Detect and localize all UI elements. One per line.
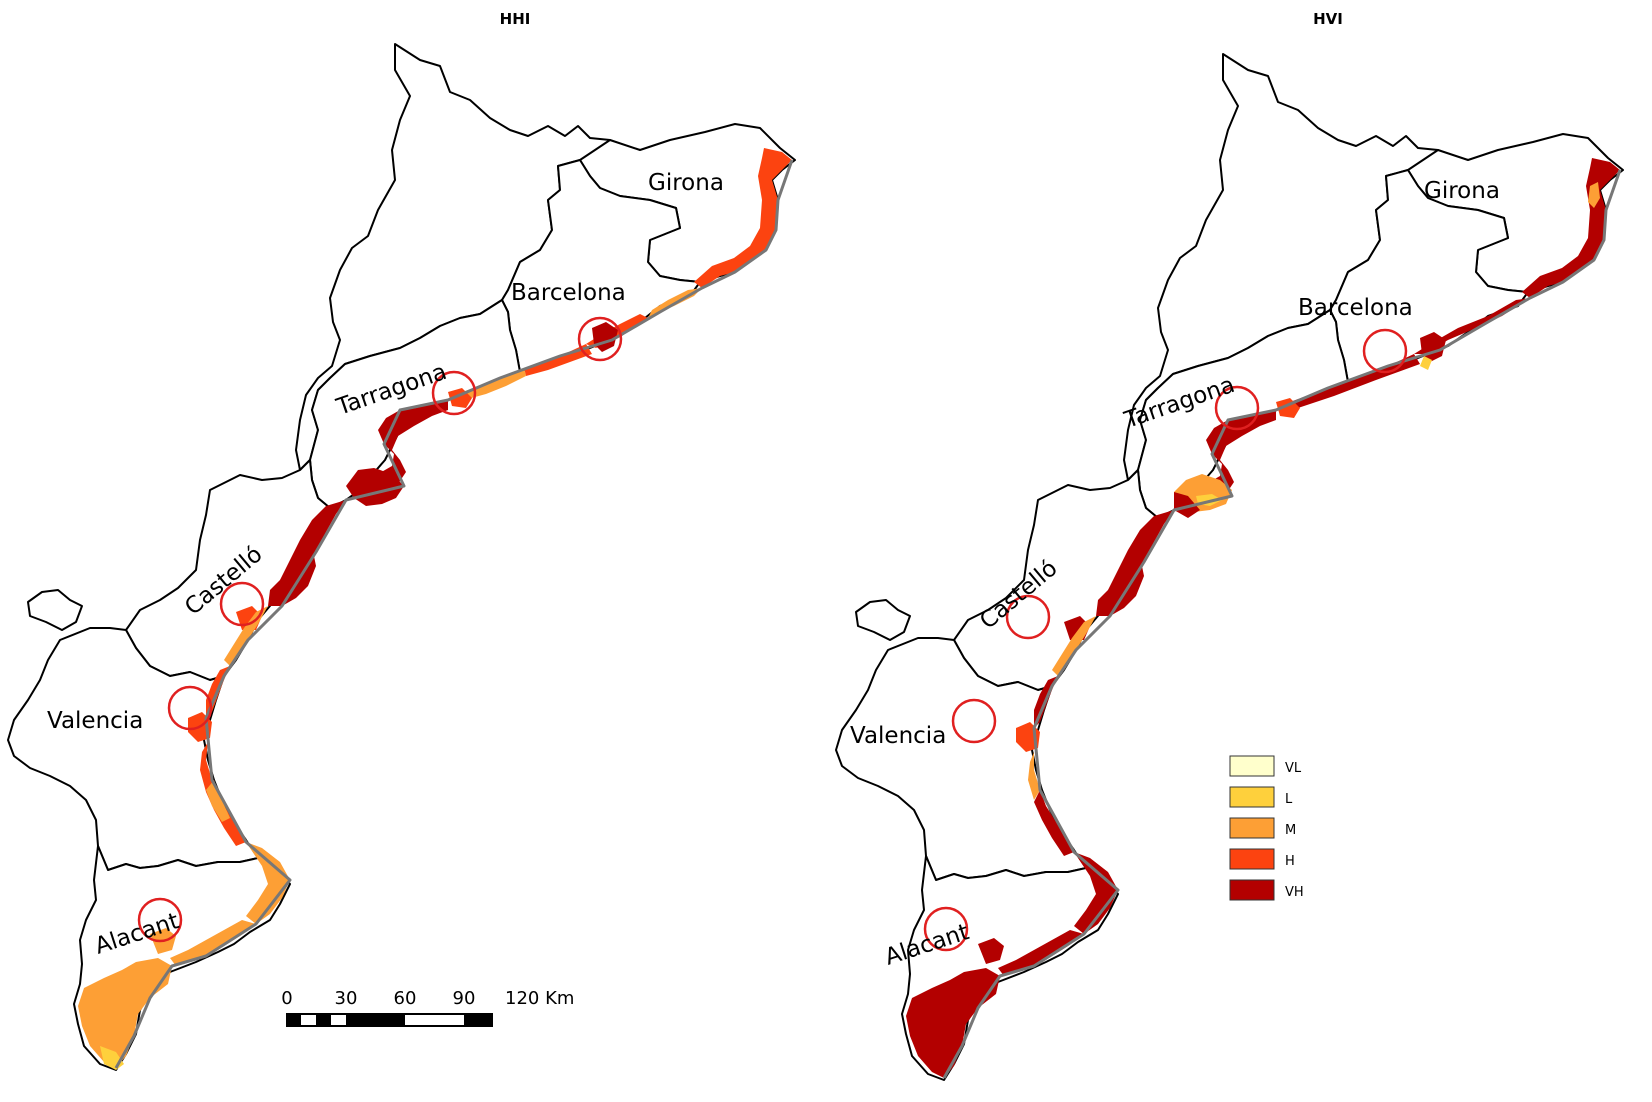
hhi-title: HHI — [500, 10, 531, 28]
hvi-coast-girona-m — [1588, 182, 1600, 208]
hvi-coast-ebro-delta-vh — [1174, 492, 1200, 518]
scale-tick-120: 120 Km — [505, 988, 574, 1009]
hvi-coast-castello-vh — [1096, 556, 1144, 616]
hhi-city-highlights — [137, 316, 623, 943]
scale-segment — [316, 1014, 331, 1026]
hhi-coast-castello-south — [224, 606, 268, 666]
hvi-label-girona: Girona — [1424, 178, 1500, 204]
enclave-outline — [27, 589, 83, 631]
hhi-coast-castello-vh — [268, 546, 316, 606]
hhi-coastline — [114, 159, 794, 1069]
scale-tick-60: 60 — [394, 988, 417, 1009]
hvi-coast-barcelona-south — [1290, 354, 1420, 410]
scale-segment — [346, 1014, 405, 1026]
hvi-coast-alacant-city — [978, 938, 1004, 964]
enclave-outline — [855, 599, 911, 641]
hvi-label-valencia: Valencia — [850, 723, 946, 749]
hvi-coast-barcelona-l — [1420, 356, 1432, 370]
scale-tick-0: 0 — [281, 988, 292, 1009]
hhi-coast-alacant-coast — [170, 920, 256, 966]
hvi-title: HVI — [1313, 10, 1343, 28]
hhi-coast-alacant-south — [78, 958, 172, 1068]
hvi-coastline — [942, 169, 1622, 1079]
hvi-coast-valencia-south — [1034, 790, 1074, 856]
legend-swatch-vh — [1229, 879, 1275, 901]
hvi-circle-castello — [1005, 594, 1051, 640]
hhi-circle-valencia — [167, 685, 213, 731]
legend-swatch-m — [1229, 817, 1275, 839]
legend-label-vh: VH — [1285, 885, 1304, 900]
legend-label-l: L — [1285, 792, 1293, 807]
hhi-circle-castello — [219, 581, 265, 627]
scale-segment — [287, 1014, 301, 1026]
hhi-coast-tarragona-m — [462, 368, 526, 400]
hhi-circle-barcelona — [577, 316, 623, 362]
legend-label-vl: VL — [1285, 761, 1302, 776]
legend-swatch-vl — [1229, 755, 1275, 777]
hhi-circle-tarragona — [431, 370, 477, 416]
scale-tick-30: 30 — [335, 988, 358, 1009]
hhi-label-barcelona: Barcelona — [511, 280, 626, 306]
scale-tick-90: 90 — [453, 988, 476, 1009]
hvi-coast-alacant-north — [1074, 852, 1118, 934]
scale-bar: 0 30 60 90 120 Km — [281, 988, 574, 1027]
hhi-label-valencia: Valencia — [47, 708, 143, 734]
legend-swatch-h — [1229, 848, 1275, 870]
legend-label-h: H — [1285, 854, 1295, 869]
hhi-map: HHI — [7, 10, 796, 1071]
hvi-circle-alacant — [923, 906, 969, 952]
hhi-coast-alacant-north — [246, 842, 290, 924]
hvi-circle-barcelona — [1362, 328, 1408, 374]
hhi-coast-tarragona-vh — [370, 400, 448, 494]
hvi-map: HVI — [835, 10, 1624, 1081]
legend-label-m: M — [1285, 823, 1296, 838]
hhi-label-girona: Girona — [648, 170, 724, 196]
hvi-circle-tarragona — [1214, 385, 1260, 431]
hvi-city-highlights — [923, 328, 1408, 952]
legend: VL L M H VH — [1229, 755, 1304, 901]
hvi-coast-castello-south — [1052, 616, 1096, 676]
hhi-coast-girona — [694, 148, 792, 288]
hhi-province-outlines — [7, 43, 796, 1071]
legend-swatch-l — [1229, 786, 1275, 808]
hvi-coast-valencia-m — [1028, 752, 1040, 800]
hvi-coast-alacant-coast — [998, 930, 1084, 976]
hvi-coast-alacant-south — [906, 968, 1000, 1078]
hhi-circle-alacant — [137, 897, 183, 943]
hvi-coastal-risk-areas — [906, 158, 1620, 1078]
hvi-circle-valencia — [951, 698, 997, 744]
hvi-label-barcelona: Barcelona — [1298, 295, 1413, 321]
hhi-coast-valencia-m — [206, 780, 230, 822]
scale-segment — [464, 1014, 492, 1026]
